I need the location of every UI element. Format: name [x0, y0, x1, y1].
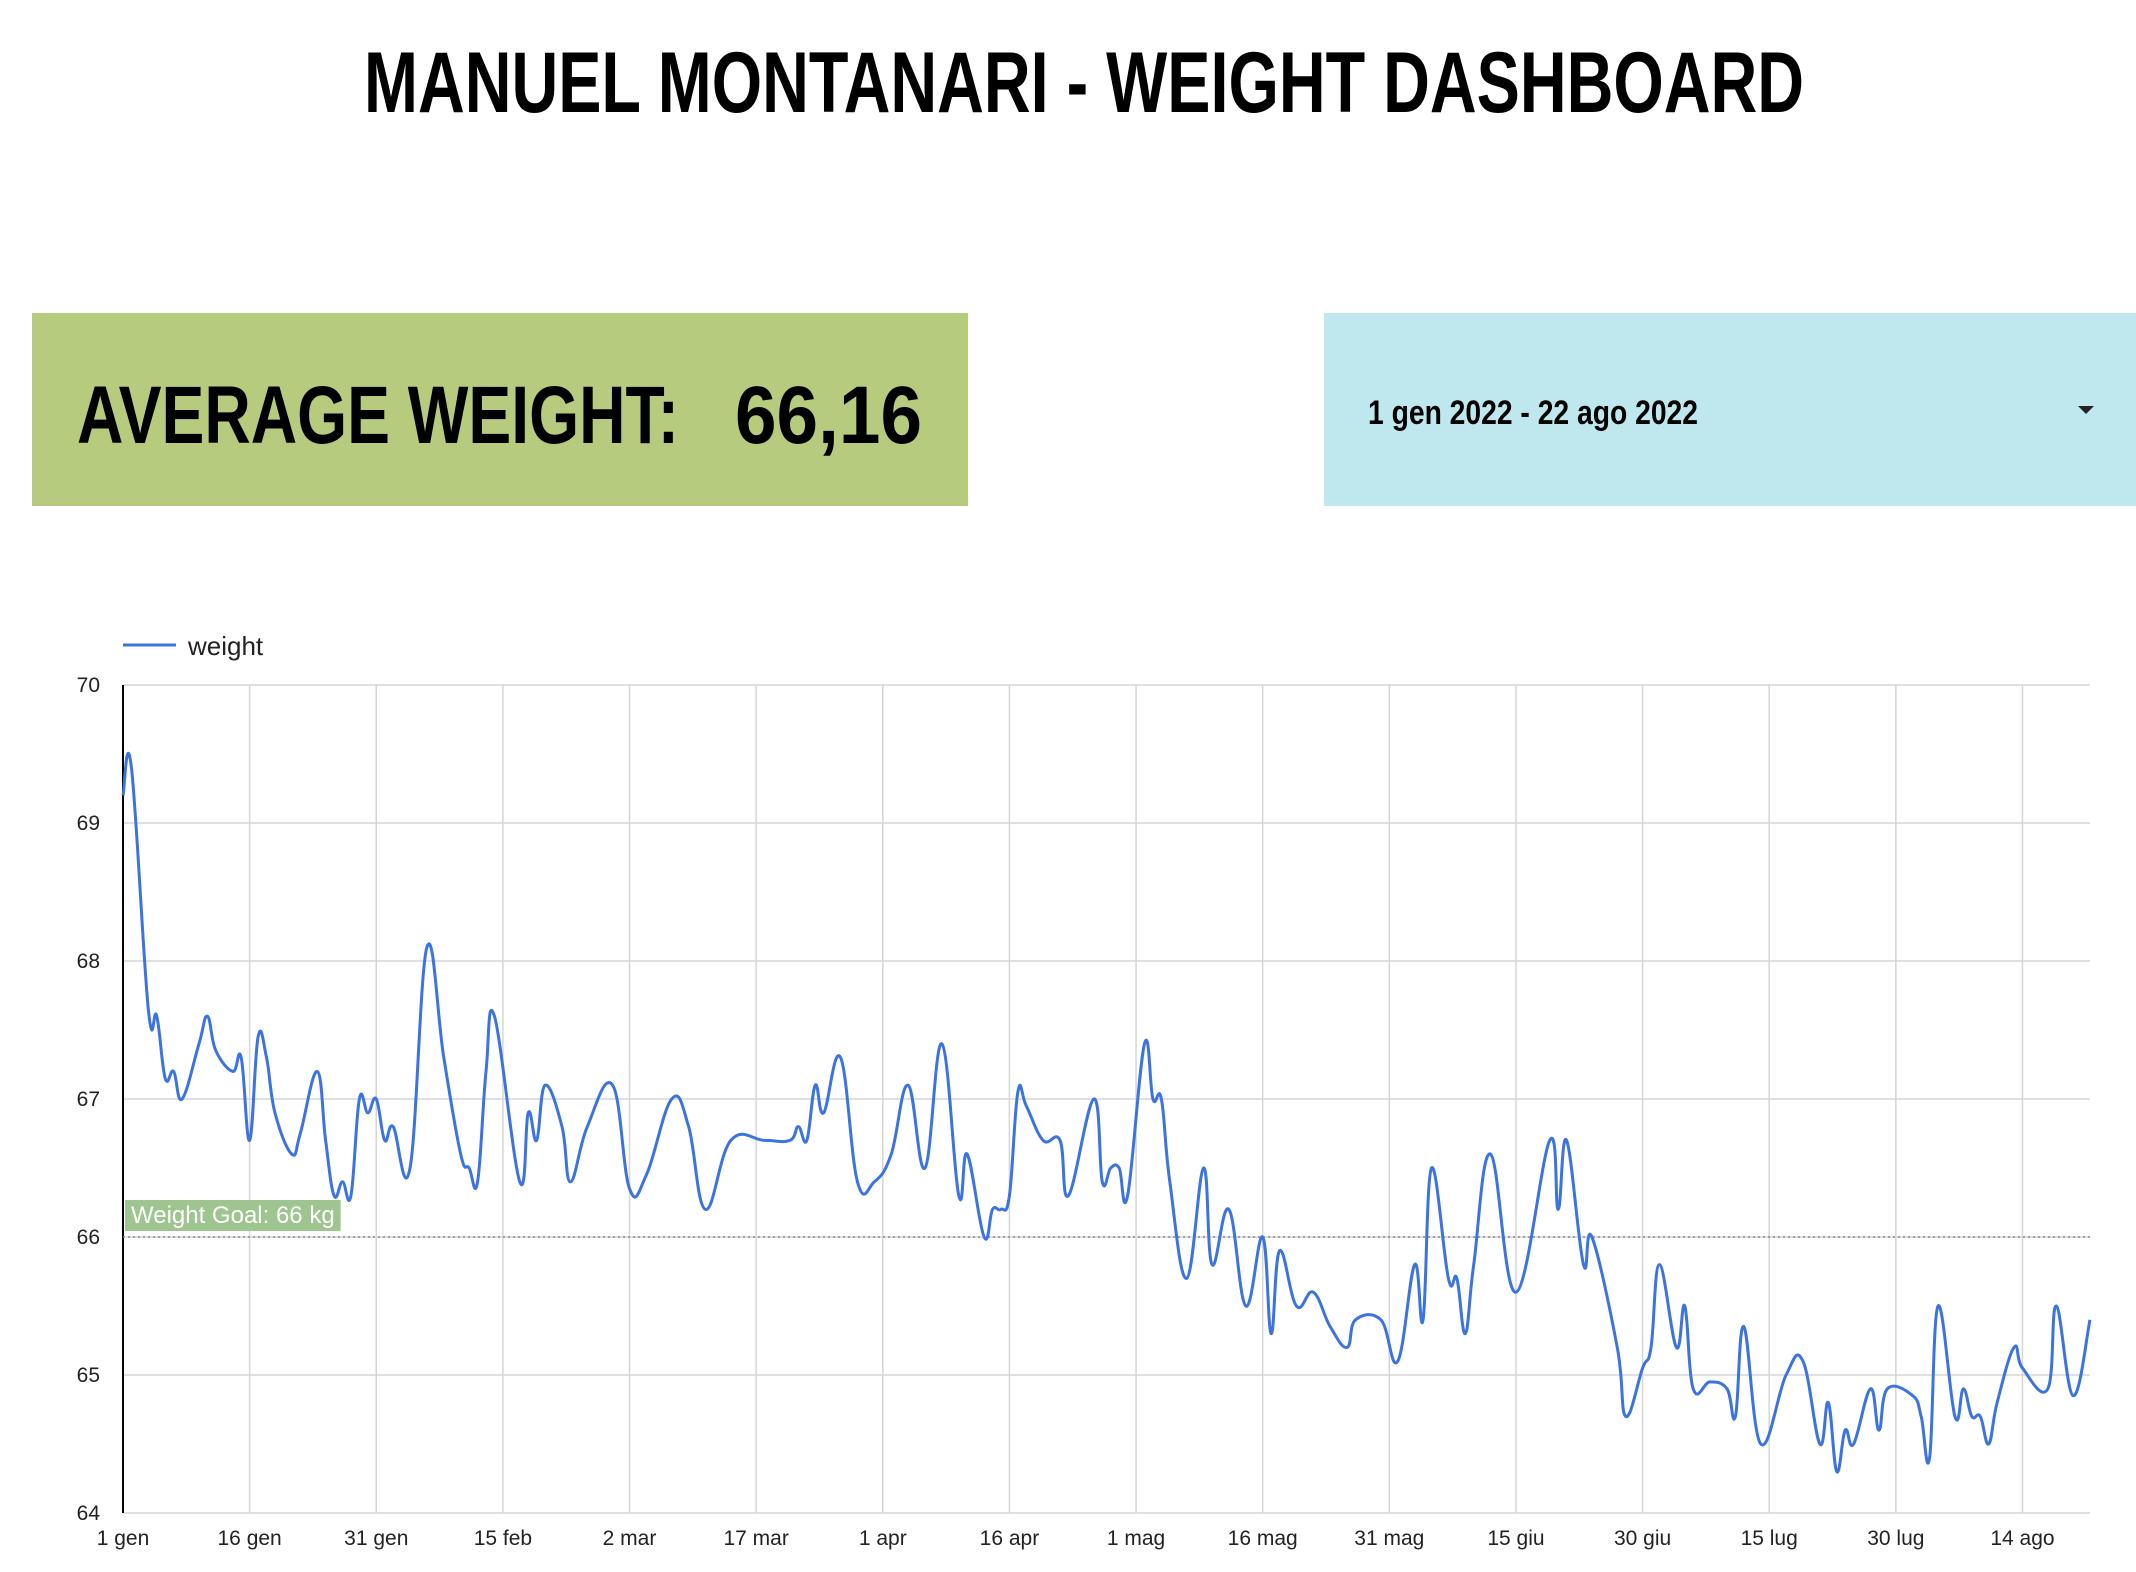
legend-label: weight [187, 631, 264, 661]
y-tick-label: 69 [77, 812, 100, 835]
y-tick-label: 64 [77, 1502, 101, 1525]
x-tick-label: 16 mag [1228, 1527, 1298, 1550]
x-tick-label: 31 gen [344, 1527, 408, 1550]
kpi-label: AVERAGE WEIGHT: [77, 370, 679, 461]
y-tick-label: 70 [77, 674, 100, 697]
y-tick-label: 68 [77, 950, 100, 973]
date-picker[interactable]: 1 gen 2022 - 22 ago 2022 [1324, 313, 2136, 506]
date-picker-box[interactable] [1324, 313, 2136, 506]
reference-label: Weight Goal: 66 kg [131, 1202, 335, 1229]
chart: 64 65 66 67 68 69 70 1 gen 16 gen 31 gen 15 feb 2 m… [77, 631, 2092, 1550]
x-tick-label: 15 lug [1741, 1527, 1798, 1550]
x-tick-label: 17 mar [723, 1527, 788, 1550]
reference-label-bg [125, 1200, 341, 1231]
dashboard-title: MANUEL MONTANARI - WEIGHT DASHBOARD [364, 35, 1804, 131]
kpi-card [32, 313, 968, 506]
dropdown-arrow[interactable] [2078, 406, 2094, 414]
x-tick-label: 30 giu [1614, 1527, 1671, 1550]
date-range[interactable]: 1 gen 2022 - 22 ago 2022 [1368, 394, 1698, 432]
x-tick-label: 1 gen [97, 1527, 150, 1550]
y-tick-label: 67 [77, 1088, 100, 1111]
y-tick-label: 65 [77, 1364, 100, 1387]
x-tick-label: 2 mar [603, 1527, 657, 1550]
x-tick-label: 14 ago [1990, 1527, 2054, 1550]
x-tick-label: 1 mag [1107, 1527, 1165, 1550]
x-tick-label: 31 mag [1354, 1527, 1424, 1550]
x-tick-label: 30 lug [1867, 1527, 1924, 1550]
x-tick-label: 16 gen [218, 1527, 282, 1550]
x-tick-label: 16 apr [980, 1527, 1040, 1550]
kpi-value: 66,16 [735, 370, 922, 461]
x-tick-label: 1 apr [859, 1527, 907, 1550]
y-tick-label: 66 [77, 1226, 100, 1249]
x-tick-label: 15 feb [474, 1527, 532, 1550]
data-line [121, 751, 2092, 1474]
x-tick-label: 15 giu [1487, 1527, 1544, 1550]
